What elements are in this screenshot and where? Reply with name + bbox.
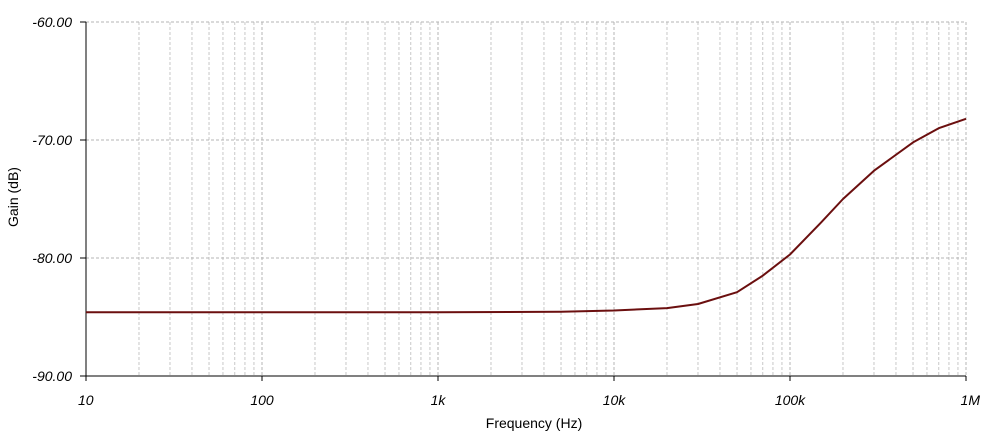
- x-tick-label: 10k: [603, 392, 627, 408]
- series-group: [86, 117, 967, 314]
- gain-curve: [86, 117, 967, 314]
- x-tick-label: 100k: [775, 392, 806, 408]
- x-axis-title: Frequency (Hz): [486, 415, 582, 431]
- y-tick-label: -90.00: [32, 368, 72, 384]
- y-tick-label: -70.00: [32, 132, 72, 148]
- grid: [85, 21, 967, 377]
- x-tick-label: 1k: [431, 392, 447, 408]
- x-tick-label: 100: [250, 392, 274, 408]
- y-tick-label: -60.00: [32, 14, 72, 30]
- axes: [80, 21, 967, 381]
- x-tick-label: 1M: [961, 392, 981, 408]
- y-tick-label: -80.00: [32, 250, 72, 266]
- tick-labels: 10 100 1k 10k 100k 1M -60.00 -70.00 -80.00 -90.00: [32, 14, 980, 408]
- y-axis-title: Gain (dB): [5, 167, 21, 227]
- x-tick-label: 10: [78, 392, 94, 408]
